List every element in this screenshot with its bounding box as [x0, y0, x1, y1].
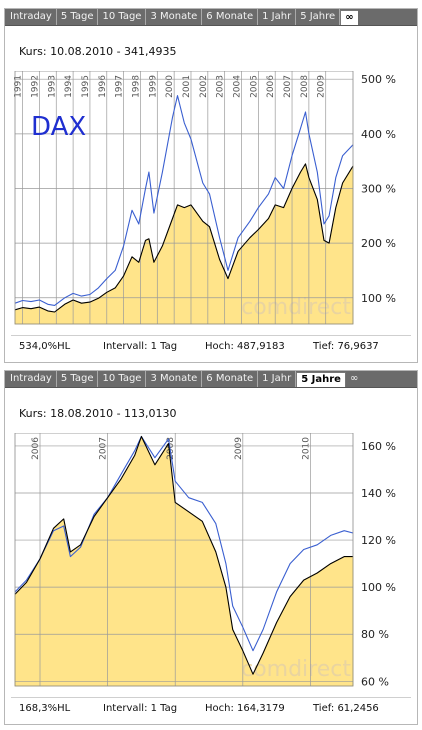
- low-value: Tief: 76,9637: [313, 341, 379, 352]
- x-tick-label: 2008: [300, 75, 310, 98]
- tab-10-tage[interactable]: 10 Tage: [98, 9, 147, 25]
- tab-3-monate[interactable]: 3 Monate: [146, 371, 203, 387]
- x-tick-label: 1995: [81, 75, 91, 98]
- x-tick-label: 1994: [64, 75, 74, 98]
- interval-value: Intervall: 1 Tag: [103, 341, 178, 352]
- x-tick-label: 2010: [301, 437, 311, 460]
- chart-panel-1: Intraday 5 Tage 10 Tage 3 Monate 6 Monat…: [4, 8, 418, 363]
- chart-footer-2: 168,3%HL Intervall: 1 Tag Hoch: 164,3179…: [5, 703, 417, 719]
- interval-value: Intervall: 1 Tag: [103, 703, 178, 714]
- y-tick-label: 100 %: [361, 581, 396, 594]
- x-tick-label: 2000: [165, 75, 175, 98]
- price-label: Kurs: 18.08.2010 - 113,0130: [19, 407, 177, 420]
- x-tick-label: 1991: [14, 75, 24, 98]
- tab-5-jahre[interactable]: 5 Jahre: [296, 372, 346, 387]
- y-tick-label: 400 %: [361, 128, 396, 141]
- x-tick-label: 2009: [317, 75, 327, 98]
- y-tick-label: 140 %: [361, 487, 396, 500]
- tab-intraday[interactable]: Intraday: [6, 371, 57, 387]
- compare-series-line: [14, 435, 354, 652]
- y-tick-label: 60 %: [361, 675, 389, 688]
- chart-area-1: comdirect 1991 1992 1993 1994 1995 1996 1997 199…: [14, 71, 396, 325]
- y-tick-label: 120 %: [361, 534, 396, 547]
- x-tick-label: 2006: [266, 75, 276, 98]
- price-label: Kurs: 10.08.2010 - 341,4935: [19, 45, 177, 58]
- chart-footer-1: 534,0%HL Intervall: 1 Tag Hoch: 487,9183…: [5, 341, 417, 357]
- low-value: Tief: 61,2456: [313, 703, 379, 714]
- high-value: Hoch: 487,9183: [205, 341, 285, 352]
- hl-value: 168,3%HL: [19, 703, 71, 714]
- x-tick-label: 2001: [182, 75, 192, 98]
- footer-divider: [11, 335, 411, 336]
- watermark-text: comdirect: [241, 295, 351, 320]
- index-name-label: DAX: [31, 112, 86, 142]
- y-tick-label: 160 %: [361, 440, 396, 453]
- hl-value: 534,0%HL: [19, 341, 71, 352]
- x-tick-label: 2009: [234, 437, 244, 460]
- tab-1-jahr[interactable]: 1 Jahr: [258, 371, 297, 387]
- plot-frame: [14, 71, 354, 325]
- x-tick-label: 1993: [47, 75, 57, 98]
- tab-6-monate[interactable]: 6 Monate: [202, 9, 259, 25]
- y-tick-label: 100 %: [361, 292, 396, 305]
- tab-10-tage[interactable]: 10 Tage: [98, 371, 147, 387]
- tab-3-monate[interactable]: 3 Monate: [146, 9, 203, 25]
- high-value: Hoch: 164,3179: [205, 703, 285, 714]
- index-series-line: [14, 435, 353, 675]
- y-tick-label: 80 %: [361, 628, 389, 641]
- x-tick-label: 2003: [216, 75, 226, 98]
- x-tick-label: 2002: [199, 75, 209, 98]
- tab-1-jahr[interactable]: 1 Jahr: [258, 9, 297, 25]
- x-tick-label: 1999: [148, 75, 158, 98]
- tab-5-tage[interactable]: 5 Tage: [57, 9, 99, 25]
- tab-max[interactable]: ∞: [349, 373, 359, 384]
- footer-divider: [11, 697, 411, 698]
- x-tick-label: 2004: [233, 75, 243, 98]
- y-tick-label: 500 %: [361, 73, 396, 86]
- x-tick-label: 2008: [166, 437, 176, 460]
- chart-area-2: comdirect 2006 2007 2008 2009 2010 60 % 80 % 100…: [14, 433, 396, 688]
- chart-panel-2: Intraday 5 Tage 10 Tage 3 Monate 6 Monat…: [4, 370, 418, 725]
- timeframe-tabs: Intraday 5 Tage 10 Tage 3 Monate 6 Monat…: [5, 9, 417, 26]
- timeframe-tabs: Intraday 5 Tage 10 Tage 3 Monate 6 Monat…: [5, 371, 417, 388]
- tab-5-jahre[interactable]: 5 Jahre: [296, 9, 341, 25]
- x-tick-label: 1997: [115, 75, 125, 98]
- tab-6-monate[interactable]: 6 Monate: [202, 371, 259, 387]
- watermark-text: comdirect: [241, 657, 351, 682]
- x-tick-label: 1992: [30, 75, 40, 98]
- y-tick-label: 200 %: [361, 237, 396, 250]
- x-tick-label: 2005: [249, 75, 259, 98]
- x-tick-label: 2006: [31, 437, 41, 460]
- x-tick-label: 2007: [283, 75, 293, 98]
- tab-intraday[interactable]: Intraday: [6, 9, 57, 25]
- plot-frame: [14, 433, 354, 687]
- x-tick-label: 1998: [131, 75, 141, 98]
- y-tick-label: 300 %: [361, 182, 396, 195]
- tab-5-tage[interactable]: 5 Tage: [57, 371, 99, 387]
- x-tick-label: 2007: [99, 437, 109, 460]
- x-tick-label: 1996: [98, 75, 108, 98]
- index-series-line: [14, 163, 354, 313]
- tab-max[interactable]: ∞: [340, 10, 358, 25]
- area-fill: [14, 435, 354, 687]
- compare-series-line: [14, 95, 354, 306]
